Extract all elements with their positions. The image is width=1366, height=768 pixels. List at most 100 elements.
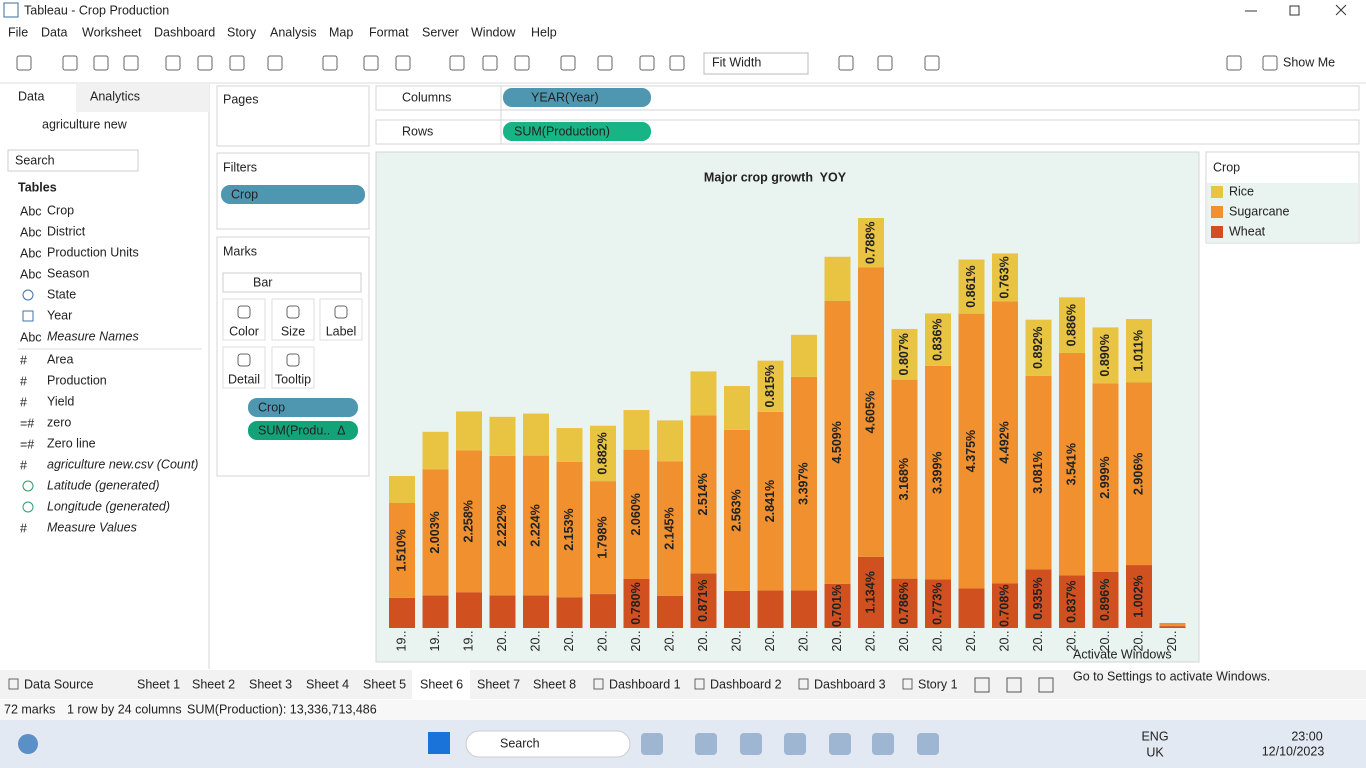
field[interactable]: Area <box>47 352 73 366</box>
toolbar-icon[interactable] <box>924 55 940 71</box>
taskbar-app[interactable] <box>784 733 806 755</box>
analytics-tab[interactable]: Analytics <box>90 89 140 103</box>
toolbar-icon[interactable] <box>838 55 854 71</box>
field[interactable]: Crop <box>47 203 74 217</box>
field[interactable]: Zero line <box>47 436 96 450</box>
menu-item[interactable]: Window <box>471 25 516 39</box>
toolbar-icon[interactable] <box>1226 55 1242 71</box>
field[interactable]: Measure Names <box>47 329 139 343</box>
toolbar-icon[interactable] <box>669 55 685 71</box>
toolbar-icon[interactable] <box>1262 55 1278 71</box>
mark-button-label[interactable]: Color <box>229 324 259 338</box>
mark-type-dropdown[interactable] <box>222 272 362 293</box>
field[interactable]: State <box>47 287 76 301</box>
menu-item[interactable]: Story <box>227 25 257 39</box>
taskbar-search-label[interactable]: Search <box>500 736 540 750</box>
toolbar-icon[interactable] <box>123 55 139 71</box>
sheet-tab[interactable]: Dashboard 2 <box>710 677 782 691</box>
field[interactable]: Production Units <box>47 245 139 259</box>
sheet-tab[interactable]: Sheet 3 <box>249 677 292 691</box>
filter-pill[interactable] <box>221 185 365 204</box>
new-tab-button[interactable] <box>974 677 990 693</box>
sheet-tab[interactable]: Story 1 <box>918 677 958 691</box>
data-source[interactable]: agriculture new <box>42 117 128 131</box>
start-button[interactable] <box>428 732 450 754</box>
sheet-tab[interactable]: Data Source <box>24 677 94 691</box>
toolbar-icon[interactable] <box>482 55 498 71</box>
legend-entry[interactable]: Rice <box>1229 184 1254 198</box>
toolbar-icon[interactable] <box>395 55 411 71</box>
toolbar-icon[interactable] <box>197 55 213 71</box>
field[interactable]: Latitude (generated) <box>47 478 160 492</box>
taskbar-search[interactable] <box>465 730 631 758</box>
field[interactable]: Year <box>47 308 72 322</box>
fit-dropdown[interactable] <box>703 52 809 75</box>
menu-item[interactable]: Analysis <box>270 25 317 39</box>
field[interactable]: zero <box>47 415 71 429</box>
toolbar-icon[interactable] <box>16 55 32 71</box>
toolbar-icon[interactable] <box>877 55 893 71</box>
row-pill-label[interactable]: SUM(Production) <box>514 124 610 138</box>
legend-entry[interactable]: Sugarcane <box>1229 204 1290 218</box>
mark-pill-label[interactable]: Crop <box>258 400 285 414</box>
fit-label[interactable]: Fit Width <box>712 55 761 69</box>
menu-item[interactable]: Map <box>329 25 353 39</box>
toolbar-icon[interactable] <box>597 55 613 71</box>
field[interactable]: agriculture new.csv (Count) <box>47 457 198 471</box>
field[interactable]: Yield <box>47 394 74 408</box>
toolbar-icon[interactable] <box>322 55 338 71</box>
toolbar-icon[interactable] <box>514 55 530 71</box>
toolbar-icon[interactable] <box>93 55 109 71</box>
show-me[interactable]: Show Me <box>1283 55 1335 69</box>
menu-item[interactable]: Server <box>422 25 459 39</box>
filter-pill-label[interactable]: Crop <box>231 187 258 201</box>
field[interactable]: Measure Values <box>47 520 137 534</box>
toolbar-icon[interactable] <box>165 55 181 71</box>
mark-pill[interactable] <box>248 398 358 417</box>
menu-item[interactable]: Format <box>369 25 409 39</box>
menu-item[interactable]: Help <box>531 25 557 39</box>
window-controls[interactable] <box>1245 4 1347 16</box>
toolbar-icon[interactable] <box>639 55 655 71</box>
sheet-tab[interactable]: Sheet 8 <box>533 677 576 691</box>
taskbar-app[interactable] <box>872 733 894 755</box>
mark-button-label[interactable]: Tooltip <box>275 372 311 386</box>
field[interactable]: Production <box>47 373 107 387</box>
mark-button-label[interactable]: Label <box>326 324 357 338</box>
column-pill-label[interactable]: YEAR(Year) <box>531 90 599 104</box>
taskbar-app[interactable] <box>641 733 663 755</box>
legend-entry[interactable]: Wheat <box>1229 224 1266 238</box>
toolbar-icon[interactable] <box>449 55 465 71</box>
taskbar-app[interactable] <box>917 733 939 755</box>
mark-button-label[interactable]: Size <box>281 324 305 338</box>
toolbar-icon[interactable] <box>267 55 283 71</box>
new-tab-button[interactable] <box>1006 677 1022 693</box>
menu-item[interactable]: Worksheet <box>82 25 142 39</box>
menu-item[interactable]: Dashboard <box>154 25 215 39</box>
column-pill[interactable] <box>503 88 651 107</box>
toolbar-icon[interactable] <box>229 55 245 71</box>
sheet-tab[interactable]: Sheet 4 <box>306 677 349 691</box>
sheet-tab[interactable]: Sheet 5 <box>363 677 406 691</box>
field[interactable]: District <box>47 224 86 238</box>
sheet-tab[interactable]: Sheet 7 <box>477 677 520 691</box>
toolbar-icon[interactable] <box>363 55 379 71</box>
taskbar-app[interactable] <box>740 733 762 755</box>
field[interactable]: Longitude (generated) <box>47 499 170 513</box>
sheet-tab[interactable]: Dashboard 3 <box>814 677 886 691</box>
row-pill[interactable] <box>503 122 651 141</box>
taskbar-app[interactable] <box>695 733 717 755</box>
sheet-tab[interactable]: Sheet 1 <box>137 677 180 691</box>
new-tab-button[interactable] <box>1038 677 1054 693</box>
field[interactable]: Season <box>47 266 89 280</box>
sheet-tab[interactable]: Sheet 6 <box>420 677 463 691</box>
menu-item[interactable]: Data <box>41 25 67 39</box>
mark-pill-label[interactable]: SUM(Produ.. Δ <box>258 423 346 437</box>
mark-button-label[interactable]: Detail <box>228 372 260 386</box>
sheet-tab[interactable]: Dashboard 1 <box>609 677 681 691</box>
toolbar-icon[interactable] <box>62 55 78 71</box>
menu-item[interactable]: File <box>8 25 28 39</box>
toolbar-icon[interactable] <box>560 55 576 71</box>
search-box[interactable] <box>7 149 139 172</box>
mark-pill[interactable] <box>248 421 358 440</box>
